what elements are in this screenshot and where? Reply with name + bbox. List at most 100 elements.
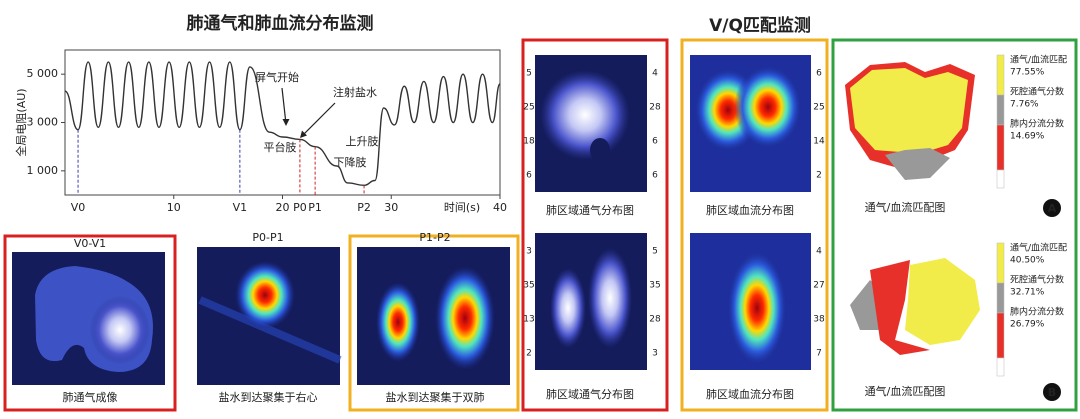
legend-label: 通气/血流匹配 bbox=[1010, 242, 1067, 254]
side-value: 25 bbox=[523, 103, 534, 113]
badge-label: A bbox=[1048, 202, 1057, 215]
arrow bbox=[301, 102, 336, 137]
badge bbox=[1043, 383, 1061, 401]
intensity bbox=[540, 70, 630, 160]
intensity bbox=[435, 266, 495, 370]
panel-caption: 肺通气成像 bbox=[63, 390, 118, 404]
annotation: 平台肢 bbox=[264, 140, 297, 154]
panel-title: P0-P1 bbox=[252, 231, 283, 244]
side-value: 35 bbox=[523, 281, 534, 291]
image-caption: 肺区域通气分布图 bbox=[546, 203, 634, 217]
marker-label: P2 bbox=[357, 201, 371, 214]
stripe bbox=[198, 296, 342, 364]
panel-border bbox=[3, 234, 177, 412]
side-value: 2 bbox=[816, 171, 822, 181]
side-value: 28 bbox=[649, 103, 661, 113]
side-value: 5 bbox=[652, 247, 658, 257]
side-value: 5 bbox=[526, 69, 532, 79]
legend-bar bbox=[996, 242, 1005, 284]
marker-label: V0 bbox=[71, 201, 86, 214]
x-tick-label: 40 bbox=[493, 201, 507, 214]
panel-caption: 盐水到达聚集于右心 bbox=[219, 390, 318, 404]
match-map bbox=[870, 260, 930, 355]
line-series bbox=[64, 61, 501, 187]
legend-bar bbox=[996, 94, 1005, 126]
side-value: 13 bbox=[523, 315, 534, 325]
match-map bbox=[850, 68, 968, 152]
panel-border bbox=[831, 38, 1078, 412]
panel-border bbox=[680, 38, 829, 412]
image-caption: 通气/血流匹配图 bbox=[865, 200, 946, 214]
legend-value: 40.50% bbox=[1010, 256, 1045, 266]
panel-title: V0-V1 bbox=[74, 237, 106, 250]
legend-label: 通气/血流匹配 bbox=[1010, 54, 1067, 66]
badge bbox=[1043, 199, 1061, 217]
arrow-head bbox=[282, 119, 290, 126]
side-value: 38 bbox=[813, 315, 825, 325]
annotation: 屏气开始 bbox=[255, 70, 299, 84]
side-value: 14 bbox=[813, 137, 825, 147]
side-value: 6 bbox=[652, 171, 658, 181]
side-value: 3 bbox=[526, 247, 532, 257]
annotation: 下降肢 bbox=[334, 155, 367, 169]
legend-value: 77.55% bbox=[1010, 68, 1045, 78]
hole bbox=[590, 138, 610, 162]
intensity bbox=[588, 248, 632, 348]
y-tick-label: 3 000 bbox=[27, 116, 59, 129]
side-value: 35 bbox=[649, 281, 660, 291]
side-value: 7 bbox=[816, 349, 822, 359]
legend-value: 14.69% bbox=[1010, 132, 1045, 142]
annotation: 上升肢 bbox=[346, 134, 379, 148]
panel-border bbox=[348, 234, 520, 412]
match-map bbox=[905, 258, 980, 345]
match-map bbox=[885, 148, 950, 180]
panel-border bbox=[521, 38, 669, 412]
annotation: 注射盐水 bbox=[333, 85, 377, 99]
side-value: 6 bbox=[816, 69, 822, 79]
legend-label: 死腔通气分数 bbox=[1010, 86, 1064, 98]
intensity bbox=[727, 250, 787, 366]
side-value: 6 bbox=[526, 171, 532, 181]
legend-label: 肺内分流分数 bbox=[1010, 118, 1064, 130]
side-value: 6 bbox=[652, 137, 658, 147]
chart-title: 肺通气和肺血流分布监测 bbox=[187, 13, 374, 34]
legend-bar bbox=[996, 124, 1005, 171]
side-value: 3 bbox=[652, 349, 658, 359]
legend-label: 肺内分流分数 bbox=[1010, 306, 1064, 318]
image-caption: 通气/血流匹配图 bbox=[865, 384, 946, 398]
marker-label: V1 bbox=[233, 201, 248, 214]
legend-bar bbox=[996, 357, 1005, 377]
legend-value: 32.71% bbox=[1010, 288, 1045, 298]
intensity bbox=[90, 296, 150, 364]
side-value: 18 bbox=[523, 137, 535, 147]
y-tick-label: 1 000 bbox=[27, 164, 59, 177]
arrow bbox=[281, 87, 287, 125]
x-tick-label: 30 bbox=[384, 201, 398, 214]
side-value: 2 bbox=[526, 349, 532, 359]
side-value: 4 bbox=[816, 247, 822, 257]
image-caption: 肺区域通气分布图 bbox=[546, 387, 634, 401]
section-title: V/Q匹配监测 bbox=[709, 15, 811, 36]
panel-caption: 盐水到达聚集于双肺 bbox=[386, 390, 485, 404]
y-tick-label: 5 000 bbox=[27, 67, 59, 80]
x-tick-label: 20 bbox=[276, 201, 290, 214]
legend-value: 26.79% bbox=[1010, 320, 1045, 330]
marker-label: P1 bbox=[308, 201, 322, 214]
intensity bbox=[734, 65, 802, 149]
y-axis-label: 全局电阻(AU) bbox=[14, 88, 28, 156]
marker-label: P0 bbox=[293, 201, 307, 214]
legend-label: 死腔通气分数 bbox=[1010, 274, 1064, 286]
legend-bar bbox=[996, 169, 1005, 189]
side-value: 4 bbox=[652, 69, 658, 79]
side-value: 28 bbox=[649, 315, 661, 325]
panel-title: P1-P2 bbox=[419, 231, 450, 244]
image-caption: 肺区域血流分布图 bbox=[706, 387, 794, 401]
legend-bar bbox=[996, 282, 1005, 314]
intensity bbox=[376, 282, 420, 362]
side-value: 25 bbox=[813, 103, 824, 113]
intensity bbox=[550, 268, 586, 348]
arrow-head bbox=[300, 130, 307, 138]
x-tick-label: 10 bbox=[167, 201, 181, 214]
